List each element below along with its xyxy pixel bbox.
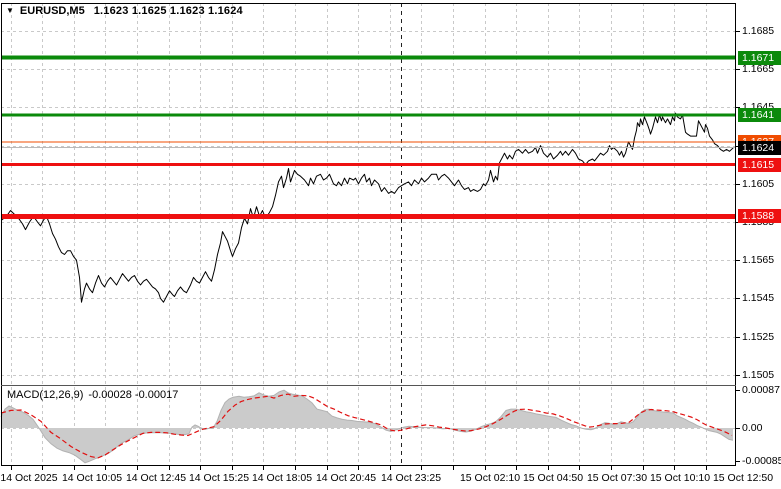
chart-expander-icon[interactable]: ▼ (6, 6, 14, 15)
macd-values: -0.00028 -0.00017 (88, 389, 179, 401)
price-badge-resistance: 1.1671 (738, 50, 781, 65)
time-axis-label: 14 Oct 20:45 (315, 472, 377, 484)
time-axis-label: 14 Oct 10:05 (61, 472, 123, 484)
macd-indicator-label: MACD(12,26,9) -0.00028 -0.00017 (7, 389, 178, 401)
time-axis[interactable] (0, 466, 781, 489)
macd-axis-label: -0.00085 (742, 455, 781, 467)
time-axis-label: 15 Oct 07:30 (586, 472, 648, 484)
symbol-timeframe-label: EURUSD,M5 (19, 5, 85, 17)
price-axis-label: 1.1685 (742, 25, 775, 37)
macd-histogram-area (1, 390, 733, 463)
macd-axis-label: 0.00087 (742, 384, 780, 396)
price-axis-label: 1.1505 (742, 368, 775, 381)
price-axis-label: 1.1525 (742, 330, 775, 343)
price-badge-current-price: 1.1624 (738, 140, 781, 155)
macd-signal-line (0, 393, 733, 459)
price-axis[interactable] (737, 3, 781, 465)
time-axis-label: 15 Oct 02:10 (459, 472, 521, 484)
price-badge-support: 1.1615 (738, 157, 781, 172)
time-axis-label: 14 Oct 15:25 (188, 472, 250, 484)
time-axis-label: 14 Oct 23:25 (380, 472, 442, 484)
price-badge-resistance: 1.1641 (738, 108, 781, 122)
macd-name: MACD(12,26,9) (7, 389, 84, 401)
price-line (1, 112, 734, 303)
time-axis-label: 14 Oct 12:45 (125, 472, 187, 484)
price-axis-label: 1.1665 (742, 63, 775, 76)
chart-frame (1, 3, 736, 466)
macd-axis-label: 0.00 (742, 422, 763, 434)
time-axis-label: 15 Oct 10:10 (649, 472, 711, 484)
ohlc-values: 1.1623 1.1625 1.1623 1.1624 (93, 5, 243, 17)
price-badge-support: 1.1588 (738, 209, 781, 224)
time-axis-label: 14 Oct 18:05 (251, 472, 313, 484)
price-axis-label: 1.1605 (742, 177, 775, 190)
time-axis-label: 15 Oct 12:50 (712, 472, 774, 484)
price-axis-label: 1.1545 (742, 292, 775, 305)
time-axis-label: 15 Oct 04:50 (522, 472, 584, 484)
price-axis-label: 1.1565 (742, 254, 775, 267)
time-axis-label: 14 Oct 2025 (0, 472, 58, 484)
chart-title: ▼ EURUSD,M5 1.1623 1.1625 1.1623 1.1624 (6, 5, 243, 17)
